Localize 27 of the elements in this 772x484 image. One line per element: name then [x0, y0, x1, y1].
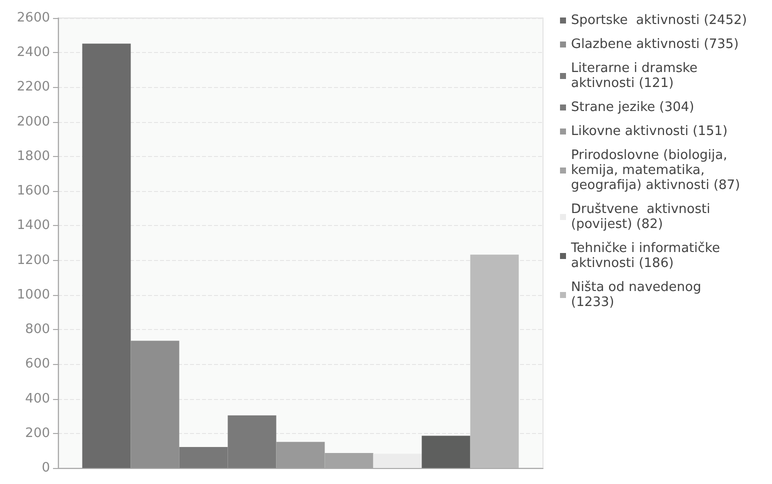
legend-label: Društvene aktivnosti (povijest) (82)	[571, 202, 714, 232]
y-tick-label: 2200	[16, 80, 50, 95]
legend-label: Ništa od navedenog (1233)	[571, 280, 706, 310]
y-tick-label: 1400	[16, 218, 50, 234]
legend-label: Sportske aktivnosti (2452)	[571, 13, 747, 28]
y-tick-label: 800	[25, 322, 50, 338]
y-tick-label: 400	[25, 391, 50, 406]
legend-label: Literarne i dramske aktivnosti (121)	[571, 61, 702, 91]
y-tick-label: 1200	[16, 252, 50, 268]
legend-label: Glazbene aktivnosti (735)	[571, 37, 739, 52]
y-tick-label: 200	[25, 426, 50, 441]
y-tick-label: 0	[42, 460, 50, 476]
legend-label: Strane jezike (304)	[571, 100, 694, 115]
legend-label: Prirodoslovne (biologija, kemija, matematika, geografija) aktivnosti (87)	[571, 148, 740, 193]
bar	[130, 340, 180, 468]
y-tick-label: 2600	[16, 10, 50, 26]
bar	[470, 254, 519, 468]
bar	[82, 44, 131, 468]
y-tick-label: 2400	[16, 45, 50, 60]
bar	[422, 436, 470, 468]
y-tick-label: 1800	[16, 148, 50, 164]
legend-label: Tehničke i informatičke aktivnosti (186)	[570, 241, 724, 271]
y-tick-label: 1600	[16, 184, 50, 199]
legend-label: Likovne aktivnosti (151)	[571, 124, 728, 139]
y-tick-label: 2000	[16, 114, 50, 130]
y-tick-label: 1000	[16, 287, 50, 302]
y-tick-label: 600	[25, 356, 50, 372]
